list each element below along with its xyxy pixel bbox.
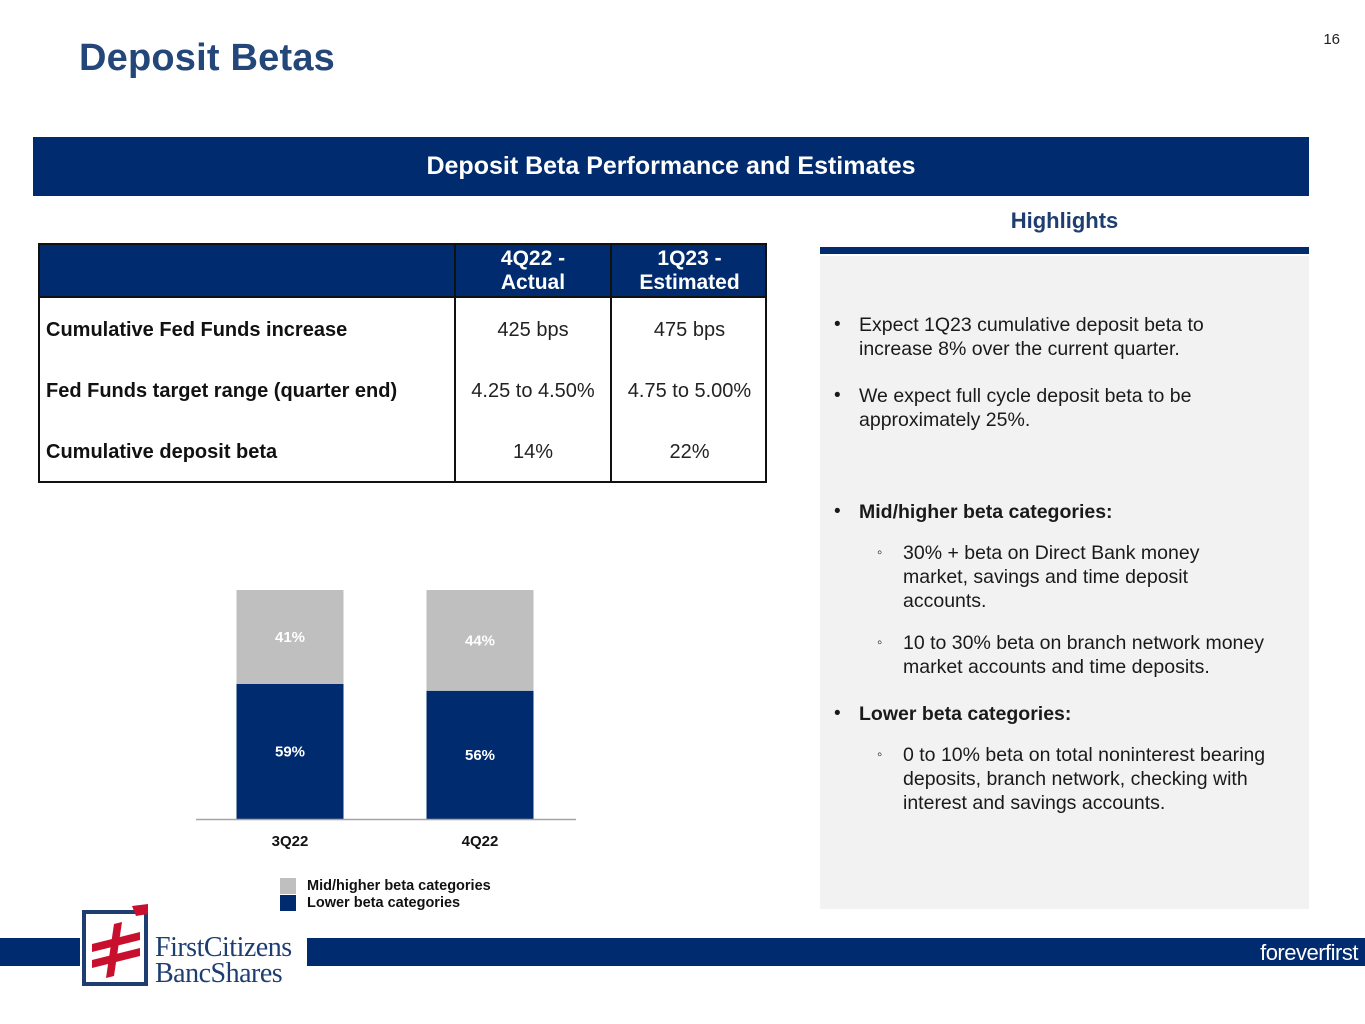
table-cell: 425 bps	[497, 319, 569, 341]
bar-4q22-mid-higher	[426, 590, 534, 691]
page-title: Deposit Betas	[79, 37, 336, 79]
first-citizens-logo-icon	[82, 904, 148, 986]
sub-bullet-icon: ◦	[877, 746, 883, 763]
legend-swatch-mid-higher	[280, 878, 296, 894]
column-header-1q23: 1Q23 - Estimated	[639, 246, 740, 294]
data-label: 56%	[465, 747, 495, 764]
data-label: 44%	[465, 632, 495, 649]
highlight-subitem: 0 to 10% beta on total noninterest beari…	[903, 744, 1266, 814]
data-label: 59%	[275, 743, 305, 760]
x-tick-label: 3Q22	[272, 833, 309, 850]
table-cell: 4.25 to 4.50%	[471, 380, 595, 402]
highlight-heading: Lower beta categories:	[859, 703, 1072, 725]
highlights-title: Highlights	[1010, 208, 1119, 233]
legend-label-mid-higher: Mid/higher beta categories	[307, 878, 491, 894]
data-label: 41%	[275, 629, 305, 646]
table-divider	[610, 245, 612, 481]
deposit-beta-table: 4Q22 - Actual 1Q23 - Estimated Cumulativ…	[38, 243, 767, 483]
page-number: 16	[1323, 31, 1340, 48]
tagline: foreverfirst	[1260, 940, 1358, 965]
table-header-row	[40, 245, 765, 298]
row-label: Cumulative Fed Funds increase	[46, 319, 348, 341]
highlight-subitem: 10 to 30% beta on branch network money m…	[903, 632, 1264, 678]
legend-swatch-lower	[280, 895, 296, 911]
logo-line-1: FirstCitizens	[155, 932, 292, 963]
highlights-divider	[820, 247, 1309, 254]
logo-line-2: BancShares	[155, 958, 283, 989]
highlight-item: Expect 1Q23 cumulative deposit beta to i…	[859, 314, 1204, 360]
table-cell: 475 bps	[653, 319, 726, 341]
bullet-icon: •	[834, 385, 841, 406]
table-cell: 4.75 to 5.00%	[627, 380, 752, 402]
bar-4q22-lower	[426, 690, 534, 819]
table-cell: 14%	[512, 441, 554, 463]
row-label: Fed Funds target range (quarter end)	[46, 380, 398, 402]
company-logo-text: FirstCitizens BancShares	[155, 932, 292, 989]
legend-label-lower: Lower beta categories	[307, 895, 461, 911]
table-divider	[454, 245, 456, 481]
bullet-icon: •	[834, 501, 841, 522]
bar-3q22-mid-higher	[236, 590, 344, 684]
footer-bar	[307, 938, 1365, 966]
highlight-item: We expect full cycle deposit beta to be …	[859, 385, 1192, 431]
bullet-icon: •	[834, 703, 841, 724]
footer-bar	[0, 938, 80, 966]
deposit-beta-mix-chart: 59% 41% 3Q22 56% 44% 4Q22	[196, 590, 576, 850]
column-header-4q22: 4Q22 - Actual	[500, 246, 566, 294]
highlights-panel	[820, 256, 1309, 909]
sub-bullet-icon: ◦	[877, 544, 883, 561]
section-banner: Deposit Beta Performance and Estimates	[33, 137, 1309, 196]
x-tick-label: 4Q22	[462, 833, 499, 850]
sub-bullet-icon: ◦	[877, 634, 883, 651]
bullet-icon: •	[834, 314, 841, 335]
row-label: Cumulative deposit beta	[46, 441, 278, 463]
highlight-subitem: 30% + beta on Direct Bank money market, …	[903, 542, 1200, 612]
highlight-heading: Mid/higher beta categories:	[859, 501, 1113, 523]
table-cell: 22%	[669, 441, 710, 463]
bar-3q22-lower	[236, 683, 344, 819]
